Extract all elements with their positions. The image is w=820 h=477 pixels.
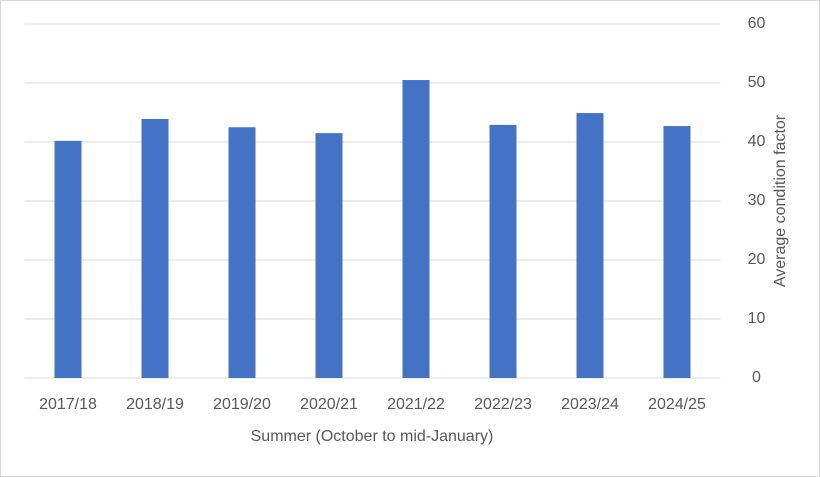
bar [576,113,604,378]
y-tick-label: 10 [748,310,766,327]
x-tick-label: 2024/25 [648,396,706,413]
y-tick-label: 50 [748,74,766,91]
x-tick-label: 2019/20 [213,396,271,413]
y-axis-title: Average condition factor [772,114,789,287]
bar [402,80,430,379]
y-tick-label: 0 [752,369,761,386]
y-tick-label: 40 [748,133,766,150]
y-tick-label: 60 [748,15,766,32]
y-tick-label: 20 [748,251,766,268]
y-tick-label: 30 [748,192,766,209]
bar [54,140,82,378]
x-tick-label: 2021/22 [387,396,445,413]
bar [663,126,691,378]
bar [141,118,169,379]
x-tick-label: 2020/21 [300,396,358,413]
bar [489,124,517,378]
bar [228,127,256,378]
x-tick-label: 2022/23 [474,396,532,413]
x-axis-title: Summer (October to mid-January) [251,428,494,445]
bar [315,133,343,378]
x-tick-label: 2018/19 [126,396,184,413]
x-tick-label: 2017/18 [39,396,97,413]
x-tick-label: 2023/24 [561,396,619,413]
